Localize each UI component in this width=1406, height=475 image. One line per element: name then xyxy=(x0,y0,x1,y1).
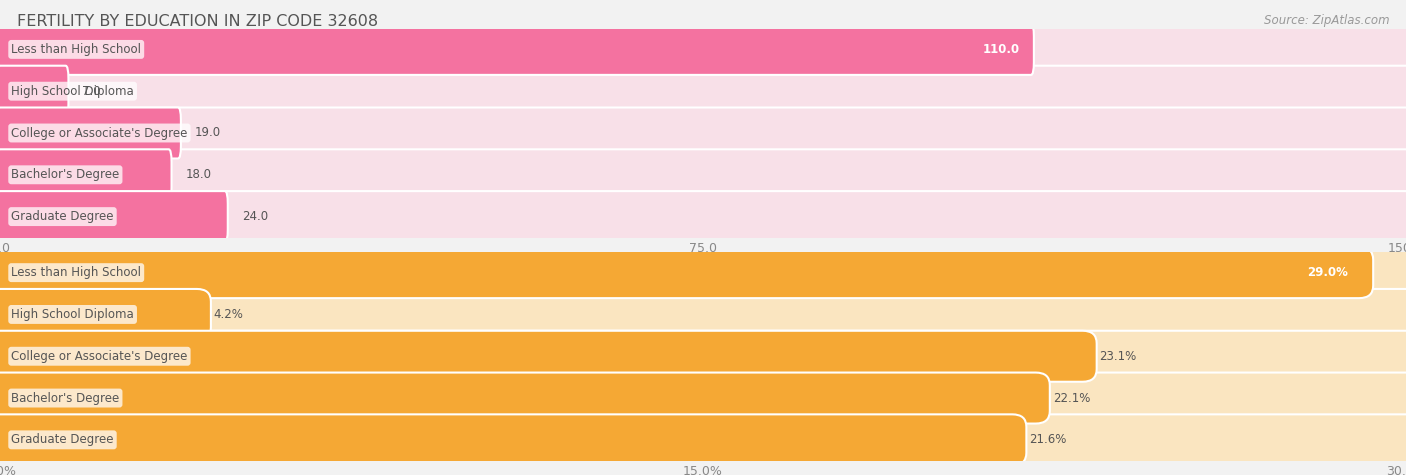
FancyBboxPatch shape xyxy=(0,149,172,200)
Text: 7.0: 7.0 xyxy=(83,85,101,98)
FancyBboxPatch shape xyxy=(0,24,1033,75)
FancyBboxPatch shape xyxy=(0,247,1374,298)
FancyBboxPatch shape xyxy=(0,247,1406,298)
FancyBboxPatch shape xyxy=(0,372,1050,424)
FancyBboxPatch shape xyxy=(0,191,228,242)
FancyBboxPatch shape xyxy=(0,289,211,340)
Text: 18.0: 18.0 xyxy=(186,168,211,181)
Text: 23.1%: 23.1% xyxy=(1099,350,1136,363)
FancyBboxPatch shape xyxy=(0,331,1097,382)
Text: 22.1%: 22.1% xyxy=(1053,391,1090,405)
Text: 4.2%: 4.2% xyxy=(214,308,243,321)
Text: Graduate Degree: Graduate Degree xyxy=(11,433,114,446)
FancyBboxPatch shape xyxy=(0,191,1406,242)
FancyBboxPatch shape xyxy=(0,66,1406,117)
FancyBboxPatch shape xyxy=(0,331,1406,382)
Text: Less than High School: Less than High School xyxy=(11,43,141,56)
Text: Graduate Degree: Graduate Degree xyxy=(11,210,114,223)
Text: Source: ZipAtlas.com: Source: ZipAtlas.com xyxy=(1264,14,1389,27)
FancyBboxPatch shape xyxy=(0,107,1406,159)
Text: College or Associate's Degree: College or Associate's Degree xyxy=(11,350,187,363)
Text: 24.0: 24.0 xyxy=(242,210,269,223)
FancyBboxPatch shape xyxy=(0,149,1406,200)
Text: Less than High School: Less than High School xyxy=(11,266,141,279)
Text: 110.0: 110.0 xyxy=(983,43,1019,56)
Text: College or Associate's Degree: College or Associate's Degree xyxy=(11,126,187,140)
Text: Bachelor's Degree: Bachelor's Degree xyxy=(11,168,120,181)
Text: Bachelor's Degree: Bachelor's Degree xyxy=(11,391,120,405)
Text: High School Diploma: High School Diploma xyxy=(11,308,134,321)
Text: High School Diploma: High School Diploma xyxy=(11,85,134,98)
Text: 29.0%: 29.0% xyxy=(1308,266,1348,279)
FancyBboxPatch shape xyxy=(0,66,69,117)
FancyBboxPatch shape xyxy=(0,414,1406,466)
FancyBboxPatch shape xyxy=(0,107,181,159)
FancyBboxPatch shape xyxy=(0,372,1406,424)
Text: 19.0: 19.0 xyxy=(195,126,221,140)
FancyBboxPatch shape xyxy=(0,24,1406,75)
FancyBboxPatch shape xyxy=(0,414,1026,466)
FancyBboxPatch shape xyxy=(0,289,1406,340)
Text: FERTILITY BY EDUCATION IN ZIP CODE 32608: FERTILITY BY EDUCATION IN ZIP CODE 32608 xyxy=(17,14,378,29)
Text: 21.6%: 21.6% xyxy=(1029,433,1067,446)
